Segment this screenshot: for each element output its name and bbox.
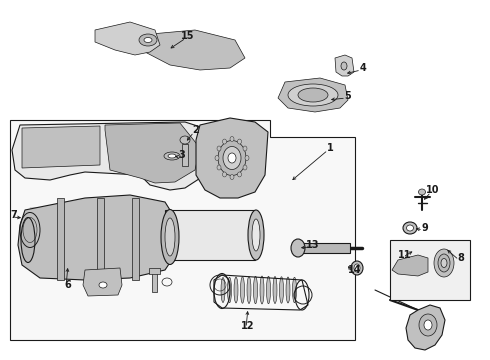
Text: 11: 11 [398,250,412,260]
Ellipse shape [407,225,414,231]
Text: 1: 1 [327,143,333,153]
Bar [298,243,350,253]
Ellipse shape [245,156,249,161]
Ellipse shape [161,210,179,265]
Polygon shape [10,120,355,340]
Ellipse shape [438,254,450,272]
Polygon shape [406,305,445,350]
Ellipse shape [234,277,238,303]
Polygon shape [196,118,268,198]
Ellipse shape [222,172,226,177]
Ellipse shape [238,139,242,144]
Ellipse shape [99,282,107,288]
Ellipse shape [286,277,290,303]
Polygon shape [18,195,175,280]
Ellipse shape [291,239,305,257]
Text: 2: 2 [193,125,199,135]
Ellipse shape [403,222,417,234]
Text: 7: 7 [11,210,17,220]
Ellipse shape [354,264,360,272]
Ellipse shape [218,140,246,175]
Polygon shape [12,122,215,190]
Ellipse shape [434,249,454,277]
Polygon shape [140,30,245,70]
Text: 14: 14 [348,265,362,275]
Ellipse shape [221,278,225,302]
Ellipse shape [227,277,231,303]
Ellipse shape [230,136,234,141]
Bar [149,268,160,274]
Ellipse shape [243,146,247,151]
Ellipse shape [144,37,152,42]
Polygon shape [335,55,354,76]
Polygon shape [278,78,348,112]
Text: 9: 9 [421,223,428,233]
Ellipse shape [247,276,251,303]
Ellipse shape [228,153,236,163]
Ellipse shape [21,217,35,262]
Ellipse shape [424,320,432,330]
Text: 13: 13 [306,240,320,250]
Ellipse shape [341,62,347,70]
Ellipse shape [243,165,247,170]
Ellipse shape [168,154,176,158]
Ellipse shape [351,261,363,275]
Ellipse shape [164,152,180,160]
Text: 12: 12 [241,321,255,331]
Ellipse shape [418,189,425,195]
Polygon shape [83,268,122,296]
Ellipse shape [298,88,328,102]
Text: 5: 5 [344,91,351,101]
Ellipse shape [180,136,190,144]
Ellipse shape [441,258,447,267]
Ellipse shape [293,277,296,303]
Ellipse shape [252,219,260,251]
Ellipse shape [279,277,284,303]
Ellipse shape [217,146,221,151]
Polygon shape [105,123,200,183]
Ellipse shape [241,277,245,303]
Bar [390,240,470,300]
Bar [97,198,104,280]
Bar [57,198,64,280]
Text: 6: 6 [65,280,72,290]
Bar [182,144,188,166]
Ellipse shape [288,84,338,106]
Bar [165,210,255,260]
Ellipse shape [165,218,175,256]
Ellipse shape [248,210,264,260]
Ellipse shape [419,314,437,336]
Ellipse shape [253,276,258,304]
Ellipse shape [217,165,221,170]
Text: 10: 10 [426,185,440,195]
Ellipse shape [238,172,242,177]
Ellipse shape [215,156,219,161]
Bar [152,270,157,292]
Ellipse shape [230,175,234,180]
Ellipse shape [222,139,226,144]
Text: 15: 15 [181,31,195,41]
Polygon shape [392,255,428,276]
Polygon shape [95,22,160,55]
Text: 8: 8 [458,253,465,263]
Ellipse shape [260,276,264,304]
Ellipse shape [267,276,270,304]
Text: 3: 3 [179,150,185,160]
Ellipse shape [139,34,157,46]
Text: 4: 4 [360,63,367,73]
Polygon shape [22,126,100,168]
Ellipse shape [223,147,241,170]
Bar [132,198,139,280]
Ellipse shape [273,276,277,303]
